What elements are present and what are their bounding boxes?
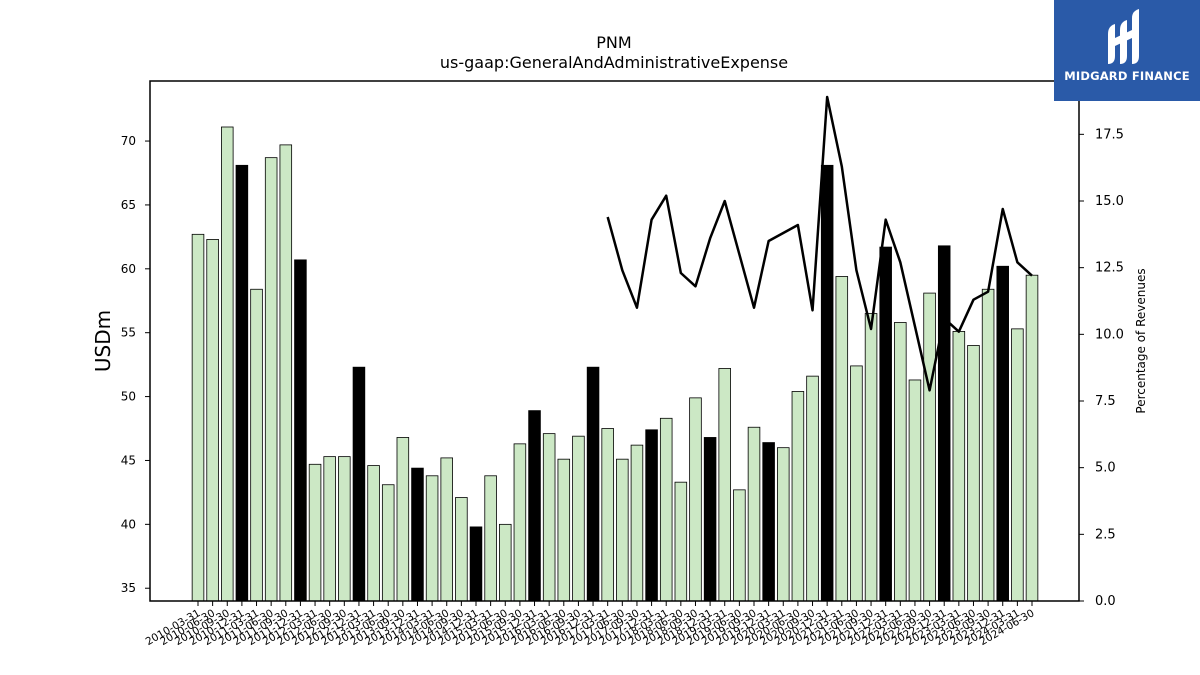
- midgard-logo-icon: [1108, 9, 1139, 64]
- right-axis: 0.0 2.5 5.0 7.5 10.0 12.5 15.0 17.5: [1079, 127, 1124, 609]
- bar: [440, 457, 453, 602]
- bar: [659, 417, 673, 602]
- y2-axis-label: Percentage of Revenues: [1134, 268, 1148, 413]
- bar: [996, 265, 1009, 602]
- bar: [528, 410, 541, 602]
- bar: [747, 426, 761, 602]
- bar: [572, 435, 585, 602]
- bar: [1011, 328, 1024, 602]
- bar: [294, 259, 307, 602]
- bar: [703, 437, 717, 602]
- y2-tick-label: 7.5: [1095, 394, 1116, 409]
- bar: [762, 442, 775, 602]
- bar: [791, 391, 805, 602]
- y-tick-label: 40: [121, 517, 136, 531]
- plot-frame: [149, 80, 1080, 602]
- bars-group: [191, 126, 1039, 602]
- bar: [221, 126, 234, 602]
- brand-logo: MIDGARD FINANCE: [1054, 0, 1200, 101]
- bar: [923, 292, 936, 602]
- bar: [674, 481, 688, 602]
- bar: [352, 366, 366, 602]
- line-group: [606, 95, 1033, 392]
- bar: [630, 444, 644, 602]
- bar: [396, 437, 410, 602]
- percentage-line: [606, 95, 1033, 392]
- bar: [908, 379, 922, 602]
- bar: [981, 288, 995, 602]
- bar: [338, 456, 351, 602]
- y2-tick-label: 0.0: [1095, 594, 1116, 609]
- bar: [469, 526, 483, 602]
- bar: [586, 366, 600, 602]
- bar: [645, 429, 658, 602]
- bar: [864, 313, 878, 602]
- bar: [557, 458, 571, 602]
- bar: [806, 375, 819, 602]
- bar: [367, 465, 380, 602]
- bar: [835, 276, 849, 602]
- bar: [718, 368, 731, 602]
- chart-title: PNM: [596, 33, 631, 52]
- bar: [952, 331, 966, 602]
- bar: [425, 475, 439, 602]
- bar: [513, 443, 527, 602]
- bar: [616, 458, 629, 602]
- bar: [264, 157, 278, 602]
- bar: [381, 484, 395, 602]
- y-tick-label: 45: [121, 453, 136, 467]
- bar: [484, 475, 497, 602]
- y-tick-label: 35: [121, 581, 136, 595]
- bar: [250, 288, 263, 602]
- bar: [206, 239, 219, 602]
- y2-tick-label: 12.5: [1095, 261, 1124, 276]
- bar: [455, 497, 468, 602]
- bar: [850, 365, 863, 602]
- bar: [689, 397, 702, 602]
- left-axis: 35 40 45 50 55 60 65 70: [121, 134, 150, 595]
- bar: [967, 345, 980, 602]
- bar: [279, 144, 293, 602]
- y-tick-label: 60: [121, 262, 136, 276]
- y-tick-label: 65: [121, 198, 136, 212]
- bar: [499, 523, 512, 602]
- y2-tick-label: 15.0: [1095, 194, 1124, 209]
- chart-subtitle: us-gaap:GeneralAndAdministrativeExpense: [440, 53, 788, 72]
- bar: [820, 164, 834, 602]
- bar: [601, 428, 614, 602]
- y-tick-label: 55: [121, 326, 136, 340]
- logo-text: MIDGARD FINANCE: [1064, 69, 1190, 83]
- y2-tick-label: 10.0: [1095, 327, 1124, 342]
- y-axis-label: USDm: [91, 310, 115, 372]
- y2-tick-label: 17.5: [1095, 127, 1124, 142]
- y2-tick-label: 2.5: [1095, 527, 1116, 542]
- bar: [1025, 274, 1039, 602]
- y2-tick-label: 5.0: [1095, 461, 1116, 476]
- bar: [235, 164, 249, 602]
- bar: [191, 233, 205, 602]
- bar: [411, 467, 424, 602]
- bar: [894, 322, 907, 602]
- bar: [323, 456, 336, 602]
- bar: [879, 246, 892, 602]
- bar: [308, 463, 322, 602]
- bar: [542, 433, 556, 602]
- bar: [777, 447, 790, 602]
- y-tick-label: 70: [121, 134, 136, 148]
- bar: [733, 489, 746, 602]
- y-tick-label: 50: [121, 390, 136, 404]
- x-axis: 2010-03-312010-06-302010-09-302010-12-31…: [144, 601, 1037, 648]
- bar: [937, 245, 951, 602]
